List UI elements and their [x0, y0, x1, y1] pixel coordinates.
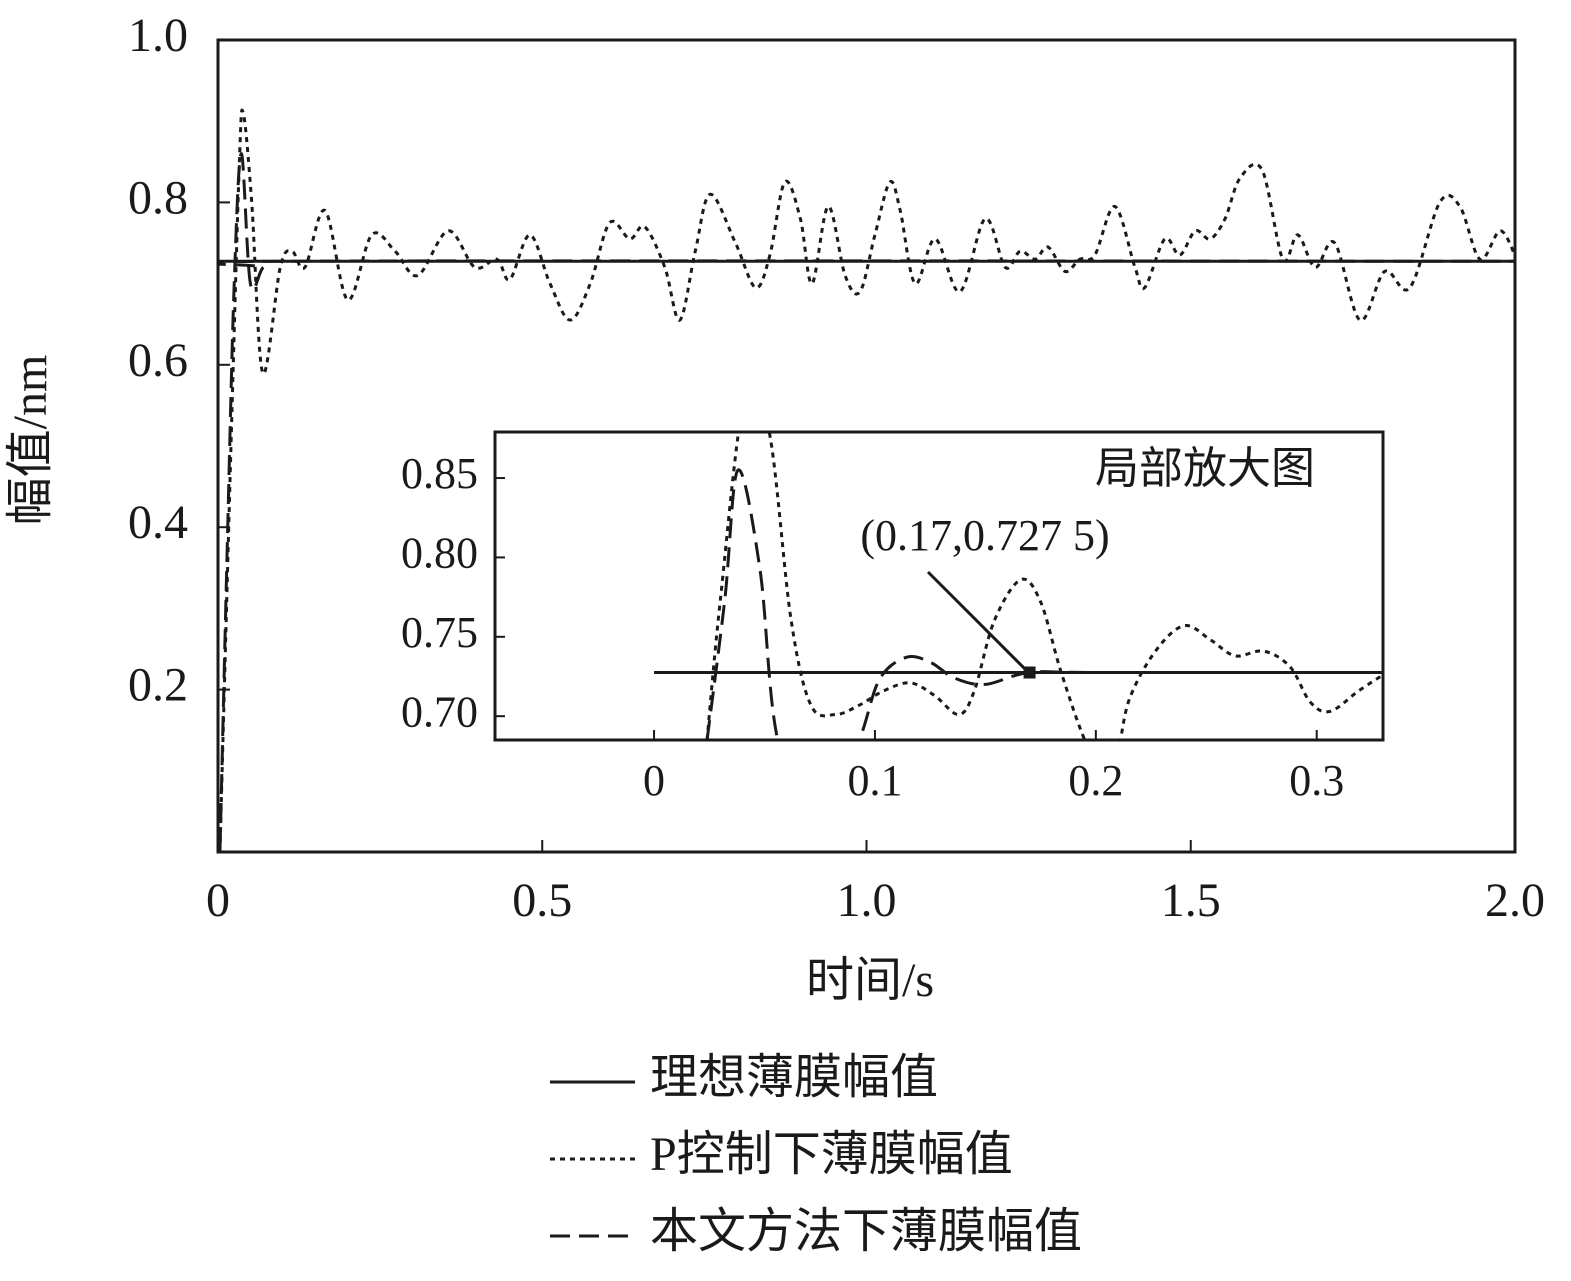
x-axis-label: 时间/s	[806, 954, 934, 1007]
x-tick-label: 1.5	[1161, 874, 1221, 927]
legend-label: P控制下薄膜幅值	[650, 1128, 1013, 1181]
y-tick-label: 0.85	[401, 449, 478, 498]
x-tick-label: 0.1	[847, 756, 902, 805]
series-line	[218, 108, 1515, 852]
annotation-point	[1023, 666, 1036, 679]
x-tick-label: 0	[643, 756, 665, 805]
y-tick-label: 1.0	[128, 9, 188, 62]
y-tick-label: 0.70	[401, 687, 478, 736]
legend-label: 理想薄膜幅值	[650, 1051, 938, 1104]
legend-label: 本文方法下薄膜幅值	[650, 1205, 1082, 1258]
series-line	[705, 468, 1383, 740]
y-tick-label: 0.6	[128, 334, 188, 387]
y-axis-label: 幅值/nm	[4, 355, 57, 526]
x-tick-label: 0.2	[1068, 756, 1123, 805]
y-tick-label: 0.2	[128, 659, 188, 712]
x-tick-label: 0	[206, 874, 230, 927]
annotation-arrow	[926, 570, 1027, 671]
x-tick-label: 0.3	[1289, 756, 1344, 805]
x-tick-label: 2.0	[1485, 874, 1545, 927]
series-line	[218, 152, 1515, 852]
y-tick-label: 0.8	[128, 171, 188, 224]
inset-title: 局部放大图	[1095, 444, 1315, 493]
y-tick-label: 0.80	[401, 529, 478, 578]
y-tick-label: 0.4	[128, 496, 188, 549]
y-tick-label: 0.75	[401, 608, 478, 657]
x-tick-label: 0.5	[512, 874, 572, 927]
x-tick-label: 1.0	[837, 874, 897, 927]
inset-background	[495, 432, 1383, 740]
plot-frame	[493, 430, 1385, 742]
annotation: (0.17,0.727 5)	[860, 511, 1109, 560]
